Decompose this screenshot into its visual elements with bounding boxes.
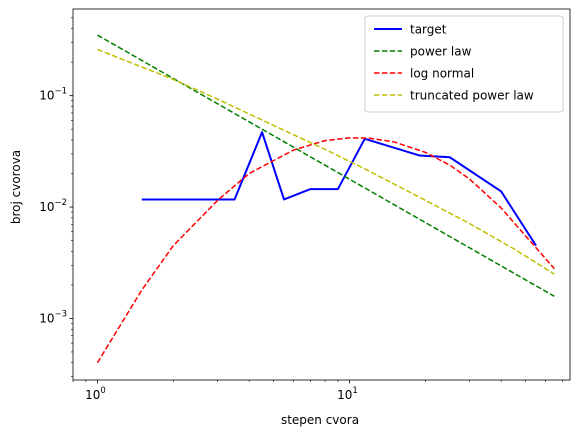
ticks-layer: 100 101 10−3 10−2 10−1 <box>39 17 563 402</box>
y-tick-label: 10−3 <box>39 309 67 325</box>
legend-entry: truncated power law <box>410 89 534 103</box>
series-layer <box>96 34 555 364</box>
x-tick-label: 101 <box>337 386 358 402</box>
plot-frame <box>72 8 571 381</box>
y-tick-label: 10−2 <box>39 198 67 214</box>
series-line-target <box>141 131 537 247</box>
y-axis-label: broj cvorova <box>9 150 23 224</box>
series-line-power-law <box>97 34 555 297</box>
legend: target power law log normal truncated power… <box>364 15 564 113</box>
x-tick-label: 100 <box>85 386 106 402</box>
legend-entry: target <box>410 23 447 37</box>
series-line-log-normal <box>96 137 555 364</box>
legend-box <box>364 15 564 113</box>
legend-entry: log normal <box>410 67 474 81</box>
x-axis-label: stepen cvora <box>281 413 359 427</box>
series-line-truncated-power-law <box>97 48 555 275</box>
y-tick-label: 10−1 <box>39 87 67 103</box>
legend-entry: power law <box>410 45 472 59</box>
